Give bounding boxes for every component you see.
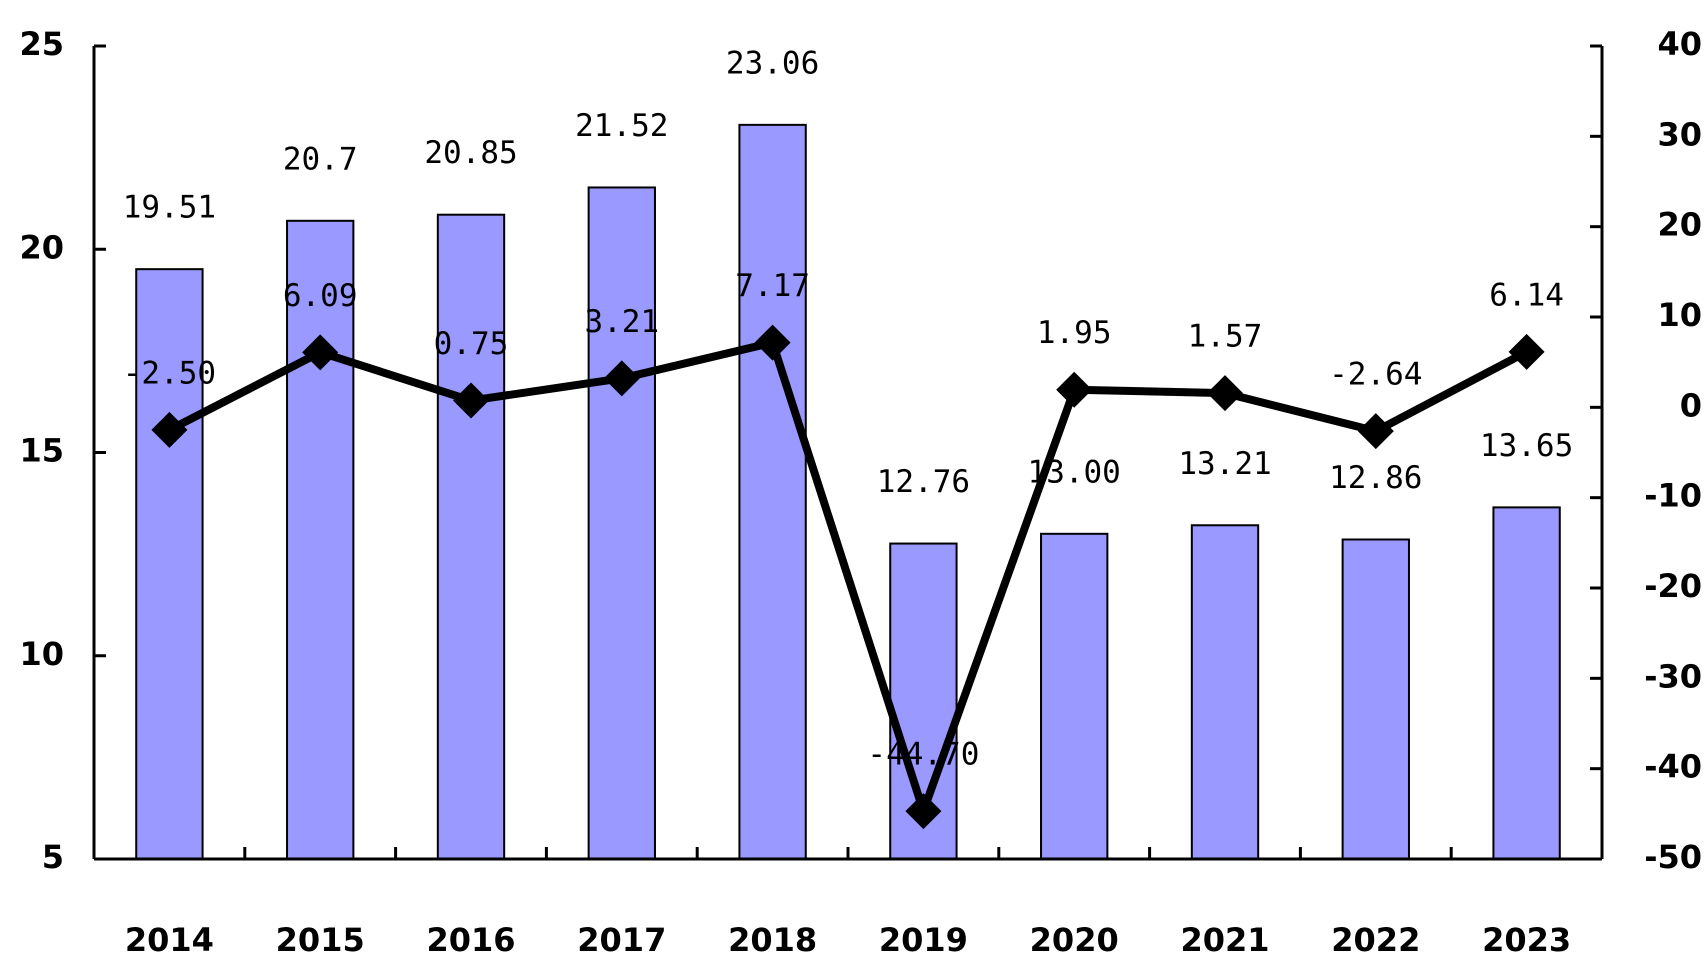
- line-marker: [453, 382, 489, 419]
- line-value-label: 6.09: [283, 278, 358, 314]
- y2-tick-label: 20: [1657, 206, 1702, 244]
- y2-tick-label: -40: [1644, 748, 1702, 786]
- bar: [1190, 524, 1260, 860]
- bar: [1492, 506, 1561, 860]
- bar: [738, 123, 807, 860]
- line-marker: [151, 411, 188, 448]
- bar-value-label: 20.7: [283, 141, 358, 177]
- line-marker: [1508, 333, 1545, 370]
- bar-value-label: 12.76: [877, 464, 970, 500]
- bar-value-label: 12.86: [1329, 460, 1422, 496]
- y-tick-label: 15: [19, 432, 64, 470]
- y2-tick-label: 30: [1657, 115, 1702, 153]
- bar-value-label: 23.06: [726, 45, 819, 81]
- x-tick-label: 2015: [276, 921, 365, 959]
- line-marker: [1056, 371, 1093, 408]
- line-marker: [302, 334, 339, 371]
- bar: [1040, 532, 1109, 860]
- bar: [436, 213, 506, 860]
- bar-value-label: 19.51: [123, 190, 216, 226]
- y2-tick-label: 0: [1680, 386, 1702, 424]
- line-value-label: 1.95: [1037, 315, 1112, 351]
- y2-tick-label: 10: [1657, 296, 1702, 334]
- line-value-label: 6.14: [1489, 277, 1564, 313]
- bar-value-label: 13.65: [1480, 428, 1573, 464]
- line-value-label: 0.75: [434, 326, 509, 362]
- line-marker: [603, 360, 640, 397]
- x-tick-label: 2019: [879, 921, 968, 959]
- line-marker: [905, 793, 942, 830]
- bar: [587, 186, 656, 861]
- x-tick-label: 2021: [1180, 921, 1269, 959]
- x-tick-label: 2014: [125, 921, 214, 959]
- line-value-label: 1.57: [1188, 319, 1263, 355]
- y-tick-label: 20: [19, 228, 64, 266]
- x-tick-label: 2020: [1030, 921, 1119, 959]
- line-value-label: -2.50: [123, 355, 216, 391]
- bar-value-label: 21.52: [575, 108, 668, 144]
- bar: [286, 219, 355, 861]
- bar-value-label: 13.21: [1178, 446, 1271, 482]
- x-tick-label: 2016: [426, 921, 515, 959]
- y-tick-label: 5: [42, 838, 64, 876]
- x-tick-label: 2018: [728, 921, 817, 959]
- y2-tick-label: -20: [1644, 567, 1702, 605]
- y2-tick-label: -50: [1644, 838, 1702, 876]
- y2-tick-label: 40: [1657, 25, 1702, 63]
- line-value-label: -44.70: [867, 737, 979, 773]
- line-marker: [1207, 375, 1243, 412]
- x-tick-label: 2022: [1331, 921, 1420, 959]
- line-marker: [754, 324, 791, 361]
- line-value-label: -2.64: [1329, 357, 1422, 393]
- bar: [1341, 538, 1410, 861]
- y2-tick-label: -10: [1644, 477, 1702, 515]
- y-tick-label: 10: [19, 635, 64, 673]
- x-tick-label: 2017: [577, 921, 666, 959]
- x-tick-label: 2023: [1482, 921, 1571, 959]
- line-value-label: 3.21: [584, 304, 659, 340]
- line-marker: [1357, 413, 1394, 450]
- bar-value-label: 20.85: [424, 135, 517, 171]
- line-value-label: 7.17: [735, 268, 810, 304]
- y-tick-label: 25: [19, 25, 64, 63]
- line: [167, 338, 1529, 816]
- bar: [135, 268, 204, 860]
- y2-tick-label: -30: [1644, 657, 1702, 695]
